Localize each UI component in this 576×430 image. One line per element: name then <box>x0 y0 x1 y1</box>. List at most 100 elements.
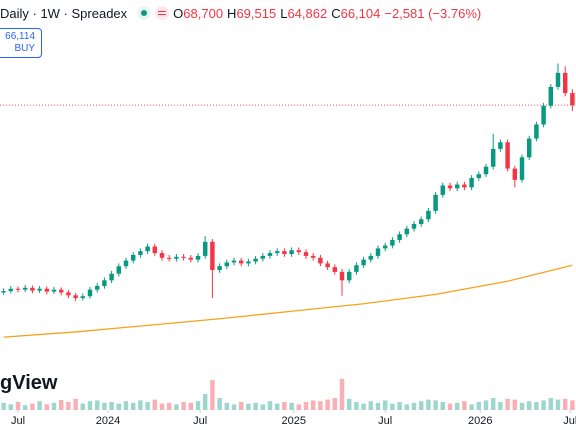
volume-bar <box>15 402 21 410</box>
volume-bar <box>534 402 539 410</box>
candle-body <box>382 245 388 249</box>
volume-bar <box>440 402 446 410</box>
x-tick-label: 2024 <box>96 415 120 427</box>
volume-bar <box>58 400 64 410</box>
candle-body <box>66 292 71 296</box>
volume-bar <box>454 402 460 410</box>
symbol-title: Daily · 1W · Spreadex <box>0 5 128 21</box>
volume-bar <box>490 398 496 410</box>
volume-bar <box>274 403 280 410</box>
candle-body <box>325 263 330 268</box>
volume-bar <box>346 398 352 410</box>
volume-bar <box>541 400 546 410</box>
volume-bar <box>418 401 424 410</box>
volume-bar <box>80 403 86 410</box>
candle-body <box>94 285 100 290</box>
candle-body <box>274 251 280 254</box>
candle-body <box>80 296 86 299</box>
volume-bar <box>570 400 575 410</box>
candle-body <box>1 291 6 293</box>
candle-body <box>375 248 381 256</box>
volume-bar <box>447 403 453 410</box>
candle-body <box>526 138 532 158</box>
candle-body <box>397 234 402 240</box>
candle-body <box>462 184 467 188</box>
volume-bar <box>44 404 50 410</box>
x-tick-label: Jul <box>11 415 25 427</box>
volume-bar <box>397 402 402 410</box>
volume-bar <box>224 402 230 410</box>
ohlc-value: 64,862 <box>287 5 328 21</box>
candle-body <box>498 142 503 149</box>
ohlc-value: 68,700 <box>183 5 224 21</box>
candle-body <box>246 261 251 264</box>
candle-body <box>109 273 114 281</box>
candle-body <box>548 86 554 106</box>
volume-bar <box>303 402 309 410</box>
volume-bar <box>260 404 266 410</box>
volume-bar <box>462 401 467 410</box>
volume-bar <box>267 401 273 410</box>
volume-bar <box>217 398 222 410</box>
ohlc-label: O <box>173 5 184 21</box>
candle-body <box>231 260 237 263</box>
volume-bar <box>512 399 518 410</box>
candle-body <box>426 210 431 220</box>
candle-body <box>87 289 93 297</box>
volume-bar <box>296 404 302 410</box>
candle-body <box>224 262 230 267</box>
ohlc-label: L <box>280 5 288 21</box>
candle-body <box>210 241 215 270</box>
volume-bar <box>8 404 14 410</box>
candle-body <box>123 260 129 267</box>
moving-average <box>3 264 573 338</box>
candle-body <box>433 194 438 211</box>
volume-bar <box>318 401 323 410</box>
candle-body <box>570 93 575 106</box>
candle-body <box>174 256 179 259</box>
candle-body <box>116 266 122 274</box>
ohlc-label: C <box>331 5 341 21</box>
candle-body <box>390 239 395 246</box>
x-tick-label: 2026 <box>468 415 492 427</box>
market-status[interactable] <box>137 6 152 20</box>
buy-button[interactable]: 66,114 BUY <box>0 28 42 58</box>
volume-bar <box>30 403 35 410</box>
candle-body <box>541 105 546 125</box>
candle-body <box>130 254 136 261</box>
watermark: gView <box>0 372 58 394</box>
candle-body <box>354 265 359 272</box>
volume-bar <box>87 401 93 410</box>
candle-body <box>22 287 28 290</box>
volume-bar <box>526 401 532 410</box>
volume-bar <box>469 404 474 410</box>
candle-body <box>361 259 366 266</box>
candle-body <box>411 223 417 229</box>
volume-bar <box>332 398 338 410</box>
candle-body <box>454 184 460 189</box>
volume-bar <box>354 402 359 410</box>
volume-bar <box>246 403 251 410</box>
candle-body <box>58 289 64 293</box>
volume-bar <box>102 402 107 410</box>
candle-body <box>310 255 316 258</box>
volume-bar <box>368 401 374 410</box>
candle-body <box>368 255 374 260</box>
candle-body <box>267 253 273 256</box>
candle-body <box>318 257 323 264</box>
volume-bar <box>202 394 208 410</box>
volume-bar <box>483 400 489 410</box>
volume-bar <box>37 401 42 410</box>
volume-bar <box>339 378 345 410</box>
volume-bar <box>159 403 165 410</box>
volume-bar <box>382 400 388 410</box>
data-status[interactable] <box>155 6 170 20</box>
volume-bar <box>404 404 410 410</box>
candle-body <box>15 288 21 290</box>
candle-body <box>447 185 453 189</box>
ohlc-label: H <box>227 5 237 21</box>
volume-bar <box>174 404 179 410</box>
candle-body <box>562 72 568 94</box>
candle-body <box>519 157 525 180</box>
